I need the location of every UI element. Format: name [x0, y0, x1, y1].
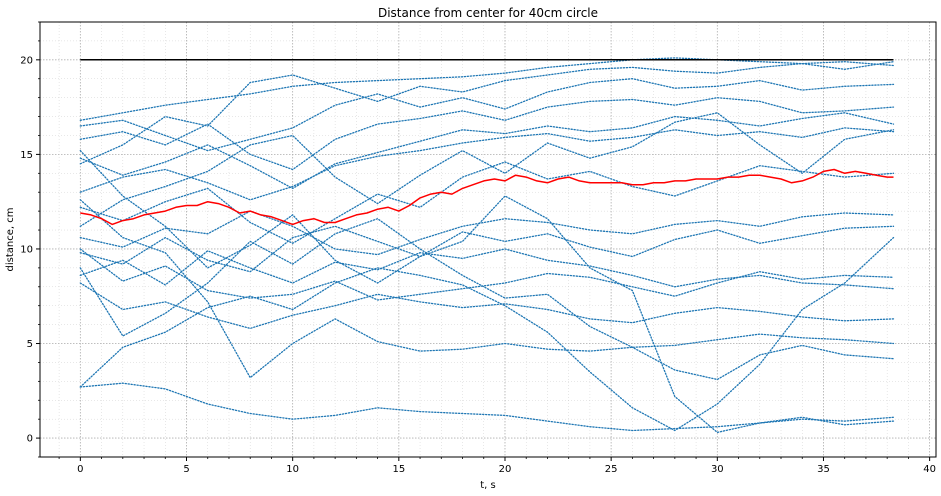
trajectory-series-15 — [79, 382, 895, 432]
trajectory-series-14 — [79, 236, 895, 432]
series-layer — [79, 57, 895, 434]
x-axis-label: t, s — [480, 480, 496, 491]
trajectory-series-3 — [79, 97, 895, 171]
grid-major — [40, 22, 936, 457]
y-axis: 0 5 10 15 20 — [20, 21, 40, 458]
trajectory-series-8 — [79, 210, 895, 256]
trajectory-series-12 — [79, 282, 895, 330]
y-tick-label: 0 — [27, 434, 33, 445]
trajectory-series-16 — [79, 217, 895, 381]
trajectory-series-17 — [79, 149, 895, 434]
y-tick-label: 15 — [20, 150, 33, 161]
trajectory-series-0 — [79, 57, 895, 121]
mean-distance-line — [80, 168, 894, 226]
x-tick-label: 15 — [392, 464, 405, 475]
trajectory-series-7 — [79, 161, 895, 245]
trajectory-series-10 — [79, 248, 895, 290]
x-tick-label: 0 — [77, 464, 83, 475]
trajectory-series-5 — [79, 127, 895, 201]
trajectory-series-1 — [79, 61, 895, 165]
x-axis: 0 5 10 15 20 25 30 35 40 — [58, 457, 936, 475]
chart-title: Distance from center for 40cm circle — [378, 6, 598, 20]
x-tick-label: 20 — [499, 464, 512, 475]
x-tick-label: 5 — [183, 464, 189, 475]
trajectory-series-9 — [79, 225, 895, 273]
trajectory-series-6 — [79, 112, 895, 227]
y-tick-label: 10 — [20, 244, 33, 255]
trajectory-series-11 — [79, 248, 895, 301]
x-tick-label: 10 — [286, 464, 299, 475]
x-tick-label: 25 — [605, 464, 618, 475]
x-tick-label: 30 — [711, 464, 724, 475]
trajectory-series-4 — [79, 112, 895, 190]
x-tick-label: 35 — [817, 464, 830, 475]
y-tick-label: 5 — [27, 339, 33, 350]
y-axis-label: distance, cm — [5, 208, 16, 272]
y-tick-label: 20 — [20, 55, 33, 66]
x-tick-label: 40 — [923, 464, 936, 475]
trajectory-series-13 — [79, 199, 895, 379]
grid-minor — [40, 21, 936, 458]
plot-frame — [39, 21, 937, 458]
